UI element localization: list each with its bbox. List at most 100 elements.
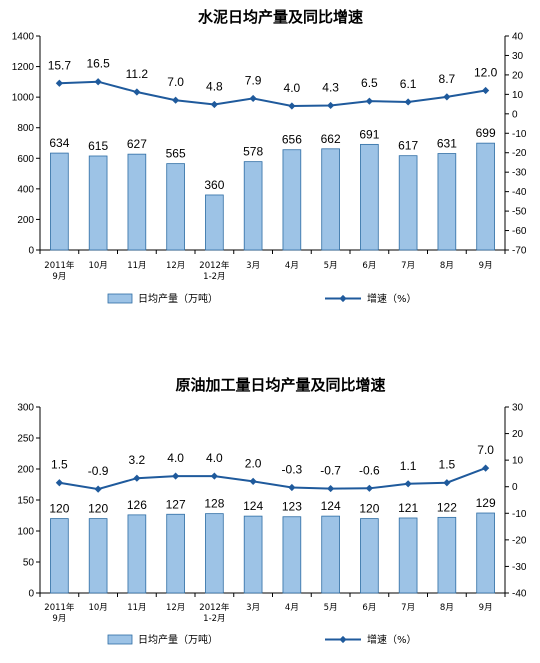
bar-value-label: 691: [359, 127, 379, 141]
legend-line-label: 增速（%）: [367, 633, 417, 646]
growth-point: [249, 477, 257, 485]
growth-point: [172, 96, 180, 104]
right-tick-label: -10: [512, 509, 527, 520]
right-tick-label: -10: [512, 129, 527, 140]
bar: [127, 153, 147, 251]
growth-line: [59, 467, 486, 491]
right-tick-label: -40: [512, 187, 527, 198]
right-tick-label: -70: [512, 246, 527, 257]
category-label: 6月: [362, 261, 376, 271]
right-tick-label: 0: [512, 482, 518, 493]
growth-point: [210, 100, 218, 109]
right-tick-label: 10: [512, 90, 524, 101]
right-tick-label: 10: [512, 456, 524, 467]
bar: [360, 143, 379, 251]
category-label: 7月: [401, 603, 415, 613]
bar: [50, 518, 69, 594]
bar: [398, 517, 418, 594]
bar: [398, 155, 418, 251]
category-label: 6月: [362, 603, 376, 613]
bar: [88, 155, 108, 251]
bar: [88, 518, 108, 594]
category-label: 7月: [401, 261, 415, 271]
growth-point: [55, 479, 63, 487]
right-tick-label: 0: [512, 109, 518, 120]
growth-point: [288, 102, 296, 110]
growth-value-label: 7.9: [245, 73, 262, 87]
category-label: 11月: [127, 603, 146, 613]
bar-value-label: 617: [398, 139, 418, 153]
legend-bar-swatch: [107, 293, 133, 304]
bar: [166, 513, 185, 594]
growth-value-label: 11.2: [126, 67, 149, 81]
left-tick-label: 800: [17, 123, 34, 134]
growth-value-label: 1.1: [400, 459, 417, 473]
bar-value-label: 578: [243, 145, 263, 159]
bar-value-label: 126: [127, 498, 147, 512]
growth-value-label: 6.5: [361, 76, 378, 90]
growth-point: [94, 485, 102, 493]
category-label: 3月: [246, 603, 260, 613]
bar-value-label: 124: [243, 499, 263, 513]
chart-1: 水泥日均产量及同比增速0200400600800100012001400-70-…: [12, 8, 527, 305]
growth-point: [404, 98, 412, 106]
growth-point: [327, 101, 335, 110]
category-label: 2012年: [199, 602, 230, 613]
bar: [243, 161, 263, 251]
legend-bar-swatch: [107, 634, 133, 645]
category-label: 9月: [479, 603, 493, 613]
bar: [476, 142, 495, 251]
right-tick-label: -40: [512, 589, 527, 600]
chart-title: 原油加工量日均产量及同比增速: [175, 376, 385, 394]
right-tick-label: 20: [512, 70, 524, 81]
bar-value-label: 634: [49, 136, 69, 150]
growth-value-label: 3.2: [129, 453, 146, 467]
bar-value-label: 120: [359, 502, 379, 516]
category-label: 4月: [285, 261, 299, 271]
bar-value-label: 129: [476, 496, 496, 510]
growth-line: [59, 80, 486, 108]
bar: [437, 516, 457, 594]
left-tick-label: 400: [17, 184, 34, 195]
left-tick-label: 0: [28, 246, 34, 257]
growth-point: [249, 94, 257, 103]
left-tick-label: 250: [17, 434, 34, 445]
growth-point: [172, 472, 180, 480]
bar-value-label: 127: [166, 497, 186, 511]
bar: [282, 149, 302, 251]
category-label: 11月: [127, 261, 146, 271]
bar: [360, 518, 379, 594]
bar: [437, 153, 457, 251]
growth-point: [55, 79, 63, 87]
bar: [127, 514, 147, 594]
chart-2: 原油加工量日均产量及同比增速050100150200250300-40-30-2…: [17, 376, 527, 646]
growth-point: [210, 472, 218, 480]
category-label: 9月: [52, 614, 66, 624]
left-tick-label: 200: [17, 215, 34, 226]
category-label: 9月: [52, 272, 66, 282]
bar-value-label: 128: [204, 497, 224, 511]
bar-value-label: 121: [398, 501, 418, 515]
growth-value-label: -0.7: [320, 464, 341, 478]
growth-point: [94, 78, 102, 86]
left-tick-label: 300: [17, 403, 34, 414]
bar-value-label: 627: [127, 137, 147, 151]
growth-value-label: -0.3: [282, 463, 303, 477]
growth-point: [482, 86, 490, 95]
growth-point: [133, 88, 141, 96]
growth-value-label: -0.9: [88, 464, 109, 478]
bar: [166, 163, 185, 251]
category-label: 9月: [479, 261, 493, 271]
category-label: 12月: [166, 603, 185, 613]
left-tick-label: 1000: [12, 93, 35, 104]
category-label: 5月: [324, 261, 338, 271]
bar: [476, 512, 495, 594]
left-tick-label: 200: [17, 465, 34, 476]
bar-value-label: 124: [321, 499, 341, 513]
growth-point: [482, 464, 490, 472]
growth-value-label: 1.5: [439, 458, 456, 472]
bar-value-label: 122: [437, 500, 457, 514]
growth-value-label: 7.0: [477, 443, 494, 457]
right-tick-label: -60: [512, 226, 527, 237]
bar-value-label: 123: [282, 500, 302, 514]
